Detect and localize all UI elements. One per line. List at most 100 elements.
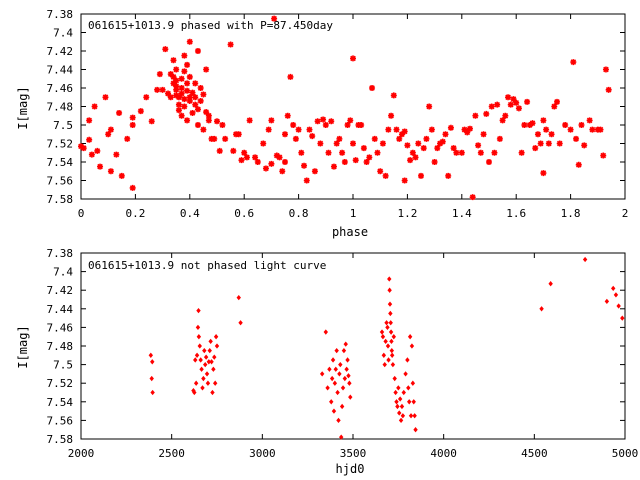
data-point bbox=[238, 320, 243, 326]
data-point bbox=[388, 320, 393, 326]
data-point bbox=[447, 124, 454, 131]
data-point bbox=[401, 389, 406, 396]
data-point bbox=[246, 117, 253, 124]
data-point bbox=[186, 38, 193, 45]
data-point bbox=[227, 41, 234, 48]
data-point bbox=[199, 366, 204, 372]
data-point bbox=[203, 361, 208, 368]
data-point bbox=[325, 149, 332, 156]
data-point bbox=[347, 380, 352, 386]
data-point bbox=[407, 334, 413, 340]
data-point bbox=[222, 135, 229, 142]
data-point bbox=[156, 71, 163, 78]
unphased-x-axis-label: hjd0 bbox=[336, 462, 365, 476]
data-point bbox=[102, 94, 109, 101]
data-point bbox=[537, 140, 544, 147]
data-point bbox=[197, 343, 202, 349]
data-point bbox=[400, 413, 406, 419]
data-point bbox=[464, 129, 471, 136]
data-point bbox=[477, 149, 484, 156]
data-point bbox=[339, 149, 346, 156]
data-point bbox=[426, 103, 433, 110]
data-point bbox=[192, 94, 199, 101]
data-point bbox=[323, 329, 328, 335]
data-point bbox=[265, 126, 272, 133]
data-point bbox=[194, 48, 201, 54]
data-point bbox=[192, 80, 199, 87]
data-point bbox=[420, 145, 427, 152]
data-point bbox=[613, 292, 619, 298]
data-point bbox=[148, 118, 155, 125]
data-point bbox=[200, 126, 207, 133]
phased-chart-title: 061615+1013.9 phased with P=87.450day bbox=[88, 19, 333, 32]
data-point bbox=[401, 128, 408, 135]
data-point bbox=[532, 145, 539, 152]
data-point bbox=[586, 117, 593, 124]
data-point bbox=[389, 348, 395, 354]
data-point bbox=[329, 375, 335, 382]
data-point bbox=[181, 68, 188, 75]
data-point bbox=[194, 352, 200, 358]
data-point bbox=[397, 410, 402, 416]
data-point bbox=[358, 122, 365, 128]
data-point bbox=[173, 86, 180, 93]
data-point bbox=[330, 163, 337, 170]
data-point bbox=[469, 194, 476, 201]
data-point bbox=[540, 117, 547, 124]
data-point bbox=[389, 338, 394, 344]
data-point bbox=[369, 85, 376, 91]
data-point bbox=[91, 103, 98, 110]
data-point bbox=[413, 427, 418, 433]
data-point bbox=[124, 135, 131, 142]
data-point bbox=[320, 116, 327, 123]
data-point bbox=[385, 126, 392, 133]
data-point bbox=[539, 306, 544, 312]
data-point bbox=[439, 138, 446, 145]
data-point bbox=[212, 354, 217, 360]
data-point bbox=[193, 357, 198, 363]
data-point bbox=[319, 371, 325, 377]
data-point bbox=[466, 125, 473, 132]
data-point bbox=[407, 399, 412, 405]
data-point bbox=[377, 168, 384, 175]
data-point bbox=[442, 131, 449, 138]
data-point bbox=[494, 101, 501, 108]
data-point bbox=[184, 61, 191, 68]
data-point bbox=[428, 126, 435, 133]
data-point bbox=[548, 131, 555, 138]
data-point bbox=[515, 105, 522, 112]
data-point bbox=[235, 131, 242, 138]
data-point bbox=[475, 142, 482, 149]
data-point bbox=[570, 59, 577, 66]
data-point bbox=[207, 348, 212, 354]
data-point bbox=[205, 117, 212, 124]
data-point bbox=[404, 142, 411, 149]
data-point bbox=[181, 103, 188, 110]
data-point bbox=[345, 357, 350, 363]
data-point bbox=[418, 172, 424, 179]
unphased-x-tick-label: 3500 bbox=[340, 447, 367, 460]
data-point bbox=[170, 57, 177, 64]
data-point bbox=[397, 396, 403, 402]
phased-y-tick-label: 7.48 bbox=[47, 101, 74, 114]
data-point bbox=[387, 287, 392, 293]
data-point bbox=[204, 371, 210, 377]
data-point bbox=[341, 348, 347, 354]
data-point bbox=[363, 159, 370, 165]
data-point bbox=[88, 151, 95, 158]
data-point bbox=[401, 177, 408, 184]
unphased-y-tick-label: 7.5 bbox=[53, 359, 73, 372]
unphased-y-tick-label: 7.46 bbox=[47, 321, 74, 334]
data-point bbox=[194, 106, 201, 113]
data-point bbox=[175, 94, 182, 101]
data-point bbox=[396, 385, 401, 391]
data-point bbox=[390, 92, 397, 99]
data-point bbox=[178, 90, 185, 97]
phased-x-tick-label: 2 bbox=[622, 207, 629, 220]
unphased-x-tick-label: 3000 bbox=[249, 447, 276, 460]
data-point bbox=[346, 373, 351, 379]
phased-y-tick-label: 7.56 bbox=[47, 175, 74, 188]
data-point bbox=[388, 310, 393, 317]
data-point bbox=[513, 99, 520, 106]
